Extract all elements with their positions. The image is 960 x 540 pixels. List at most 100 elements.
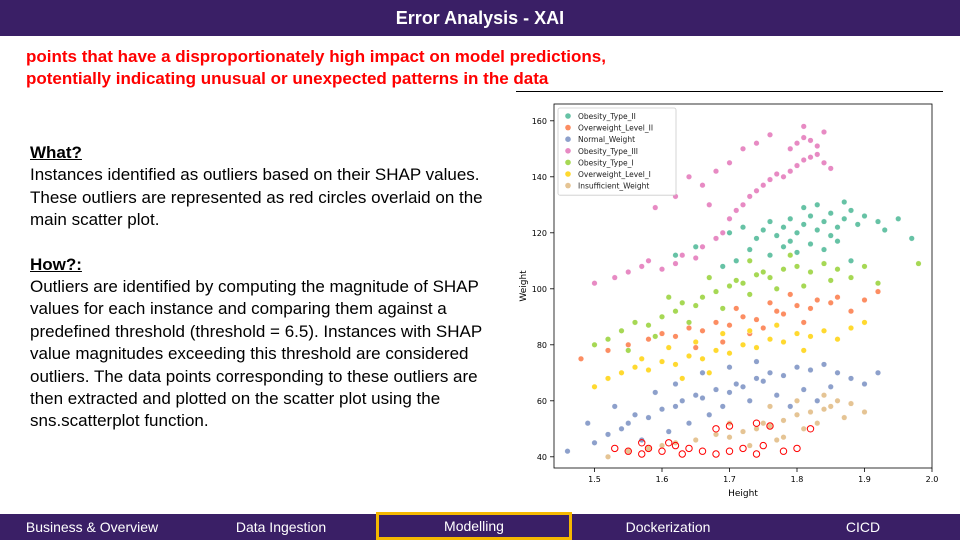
- data-point: [679, 299, 686, 306]
- data-point: [739, 341, 746, 348]
- data-point: [773, 308, 780, 315]
- data-point: [766, 274, 773, 281]
- data-point: [672, 308, 679, 315]
- data-point: [625, 347, 632, 354]
- y-tick-label: 140: [532, 173, 547, 182]
- data-point: [726, 159, 733, 166]
- data-point: [746, 327, 753, 334]
- data-point: [848, 324, 855, 331]
- chart-legend: Obesity_Type_II Overweight_Level_II Normal…: [557, 107, 677, 196]
- data-point: [719, 338, 726, 345]
- spacer: [30, 232, 500, 254]
- data-point: [645, 257, 652, 264]
- data-point: [773, 322, 780, 329]
- data-point: [814, 226, 821, 233]
- data-point: [834, 369, 841, 376]
- data-point: [814, 420, 821, 427]
- data-point: [699, 182, 706, 189]
- data-point: [794, 140, 801, 147]
- data-point: [807, 240, 814, 247]
- data-point: [685, 420, 692, 427]
- nav-business-overview[interactable]: Business & Overview: [25, 519, 159, 535]
- data-point: [766, 131, 773, 138]
- data-point: [780, 372, 787, 379]
- data-point: [726, 350, 733, 357]
- nav-dockerization[interactable]: Dockerization: [625, 519, 711, 535]
- data-point: [604, 453, 611, 460]
- data-point: [564, 448, 571, 455]
- scatter-chart: 1.5 1.6 1.7 1.8 1.9 2.0 40 60 80 100 120 140 160 He…: [519, 103, 939, 499]
- outlier-point: [725, 447, 734, 455]
- data-point: [773, 392, 780, 399]
- what-text: Instances identified as outliers based o…: [30, 165, 483, 230]
- data-point: [665, 344, 672, 351]
- outlier-point: [806, 425, 815, 433]
- data-point: [780, 310, 787, 317]
- nav-data-ingestion[interactable]: Data Ingestion: [235, 519, 327, 535]
- data-point: [652, 389, 659, 396]
- chart-marks: [564, 123, 922, 460]
- data-point: [739, 383, 746, 390]
- bottom-nav: Business & Overview Data Ingestion Model…: [0, 512, 960, 540]
- data-point: [800, 134, 807, 141]
- data-point: [834, 336, 841, 343]
- data-point: [611, 403, 618, 410]
- legend-marker: [565, 159, 571, 166]
- data-point: [827, 210, 834, 217]
- data-point: [915, 260, 922, 267]
- y-tick-label: 40: [537, 453, 547, 462]
- data-point: [658, 266, 665, 273]
- data-point: [875, 369, 882, 376]
- legend-label: Normal_Weight: [578, 135, 635, 144]
- nav-cicd[interactable]: CICD: [845, 519, 881, 535]
- data-point: [807, 409, 814, 416]
- data-point: [848, 274, 855, 281]
- data-point: [760, 226, 767, 233]
- title-bar: Error Analysis - XAI: [0, 0, 960, 36]
- outlier-point: [725, 422, 734, 430]
- nav-modelling[interactable]: Modelling: [376, 512, 572, 540]
- data-point: [706, 201, 713, 208]
- outlier-point: [739, 444, 747, 453]
- data-point: [719, 403, 726, 410]
- data-point: [753, 358, 760, 365]
- data-point: [672, 361, 679, 368]
- data-point: [618, 425, 625, 432]
- data-point: [645, 367, 652, 374]
- outlier-point: [638, 439, 646, 447]
- data-point: [591, 341, 598, 348]
- data-point: [726, 364, 733, 371]
- data-point: [821, 246, 828, 253]
- data-point: [861, 212, 868, 219]
- data-point: [753, 344, 760, 351]
- data-point: [679, 375, 686, 382]
- data-point: [787, 238, 794, 245]
- data-point: [753, 316, 760, 323]
- data-point: [645, 322, 652, 329]
- data-point: [719, 305, 726, 312]
- data-point: [841, 414, 848, 421]
- data-point: [787, 291, 794, 298]
- data-point: [733, 381, 740, 388]
- data-point: [611, 274, 618, 281]
- data-point: [766, 336, 773, 343]
- data-point: [706, 274, 713, 281]
- data-point: [821, 392, 828, 399]
- data-point: [631, 411, 638, 418]
- how-heading: How?:: [30, 254, 82, 274]
- x-tick-label: 2.0: [926, 475, 939, 484]
- outlier-point: [698, 447, 707, 455]
- data-point: [739, 313, 746, 320]
- y-tick-label: 160: [532, 117, 547, 126]
- data-point: [861, 296, 868, 303]
- data-point: [658, 313, 665, 320]
- data-point: [794, 411, 801, 418]
- data-point: [766, 252, 773, 259]
- data-point: [834, 266, 841, 273]
- legend-label: Obesity_Type_II: [578, 112, 636, 121]
- data-point: [712, 319, 719, 326]
- data-point: [807, 154, 814, 161]
- data-point: [766, 176, 773, 183]
- legend-marker: [565, 124, 571, 131]
- data-point: [861, 263, 868, 270]
